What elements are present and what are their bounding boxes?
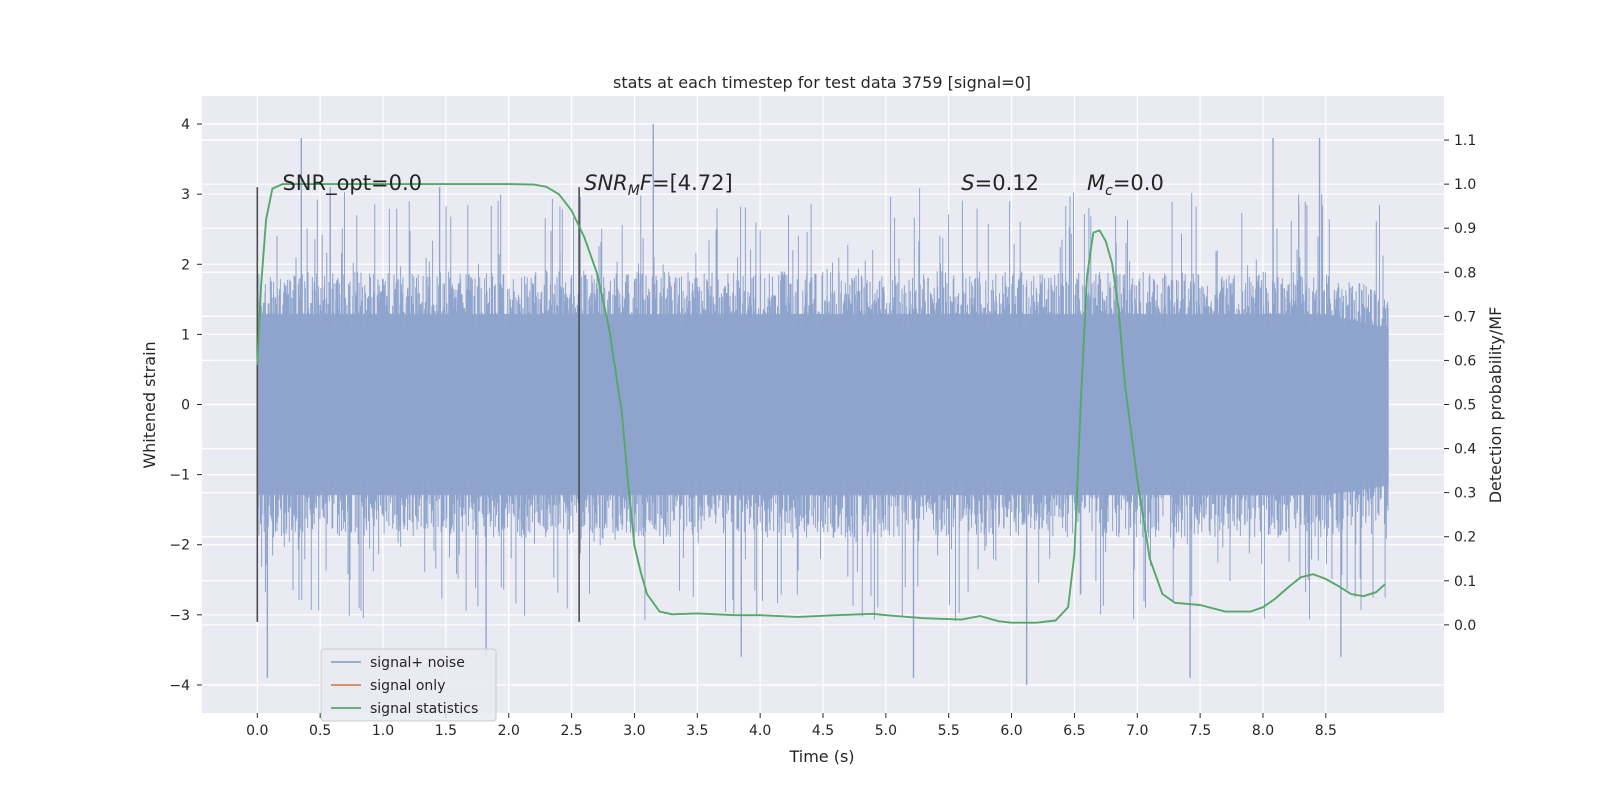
legend: signal+ noise signal only signal statist…	[320, 648, 497, 722]
y-left-tick-label: 1	[181, 327, 190, 343]
x-tick-label: 7.5	[1189, 723, 1211, 739]
y-right-tick-label: 0.5	[1454, 398, 1476, 414]
x-axis-label: Time (s)	[788, 747, 854, 766]
y-right-tick-label: 0.0	[1454, 618, 1476, 634]
x-tick-label: 6.0	[1000, 723, 1022, 739]
annotation-text: S=0.12	[961, 171, 1039, 195]
legend-label-signal-plus-noise: signal+ noise	[370, 655, 465, 671]
y-left-tick-label: 0	[181, 398, 190, 414]
y-right-tick-label: 0.7	[1454, 309, 1476, 325]
x-tick-label: 7.0	[1126, 723, 1148, 739]
annotation-tail: =0.12	[975, 171, 1039, 195]
annotation-main: SNR	[584, 171, 628, 195]
x-tick-label: 0.0	[246, 723, 268, 739]
annotations: SNR_opt=0.0 SNRMF=[4.72] S=0.12 Mc=0.0	[282, 171, 1163, 199]
x-tick-label: 3.5	[686, 723, 708, 739]
x-tick-label: 1.5	[435, 723, 457, 739]
y-left-tick-label: 3	[181, 187, 190, 203]
y-right-tick-label: 0.3	[1454, 486, 1476, 502]
y-right-tick-label: 0.8	[1454, 265, 1476, 281]
x-tick-label: 4.0	[749, 723, 771, 739]
signal-statistics-series	[256, 183, 1386, 624]
x-tick-label: 1.0	[372, 723, 394, 739]
x-tick-label: 2.0	[498, 723, 520, 739]
y-left-tick-label: 4	[181, 117, 190, 133]
annotation-main: S	[961, 171, 974, 195]
y-right-tick-label: 0.9	[1454, 221, 1476, 237]
y-right-tick-label: 1.1	[1454, 133, 1476, 149]
legend-label-signal-only: signal only	[370, 678, 445, 694]
y-left-tick-label: −2	[169, 538, 190, 554]
y-right-axis-ticks: 1.1 1.0 0.9 0.8 0.7 0.6 0.5 0.4 0.3 0.2 0.1 0.0	[1444, 133, 1476, 634]
y-right-tick-label: 0.4	[1454, 442, 1476, 458]
x-tick-label: 5.5	[938, 723, 960, 739]
annotation-subscript: c	[1105, 183, 1113, 199]
y-left-axis-label: Whitened strain	[140, 341, 159, 468]
x-tick-label: 8.0	[1252, 723, 1274, 739]
y-right-tick-label: 0.6	[1454, 353, 1476, 369]
x-tick-label: 4.5	[812, 723, 834, 739]
signal-statistics-line	[256, 183, 1386, 624]
annotation-tail: =0.0	[1113, 171, 1164, 195]
annotation-subscript: M	[628, 183, 640, 199]
annotation-text: SNRMF=[4.72]	[584, 171, 733, 199]
annotation-tail: F=[4.72]	[640, 171, 733, 195]
y-right-tick-label: 0.2	[1454, 530, 1476, 546]
y-right-tick-label: 0.1	[1454, 574, 1476, 590]
annotation-text: Mc=0.0	[1087, 171, 1164, 199]
y-left-tick-label: −1	[169, 468, 190, 484]
annotation-main: M	[1087, 171, 1105, 195]
y-left-axis-ticks: 4 3 2 1 0 −1 −2 −3 −4	[169, 117, 202, 694]
annotation-main: SNR_opt=0.0	[282, 171, 422, 196]
vertical-markers	[256, 187, 580, 622]
x-axis-ticks: 0.0 0.5 1.0 1.5 2.0 2.5 3.0 3.5 4.0 4.5 5.0 5.5 6.0 6…	[246, 713, 1337, 739]
y-right-axis-label: Detection probability/MF	[1486, 307, 1505, 504]
x-tick-label: 2.5	[560, 723, 582, 739]
annotation-tail-letter: F	[640, 171, 653, 195]
x-tick-label: 6.5	[1063, 723, 1085, 739]
y-left-tick-label: −4	[169, 678, 190, 694]
legend-box	[320, 648, 497, 722]
annotation-text: SNR_opt=0.0	[282, 171, 422, 196]
y-left-tick-label: −3	[169, 608, 190, 624]
x-tick-label: 3.0	[623, 723, 645, 739]
x-tick-label: 0.5	[309, 723, 331, 739]
y-left-tick-label: 2	[181, 257, 190, 273]
chart-title: stats at each timestep for test data 375…	[613, 73, 1031, 92]
x-tick-label: 5.0	[875, 723, 897, 739]
y-right-tick-label: 1.0	[1454, 177, 1476, 193]
x-tick-label: 8.5	[1315, 723, 1337, 739]
legend-label-signal-statistics: signal statistics	[370, 701, 478, 717]
